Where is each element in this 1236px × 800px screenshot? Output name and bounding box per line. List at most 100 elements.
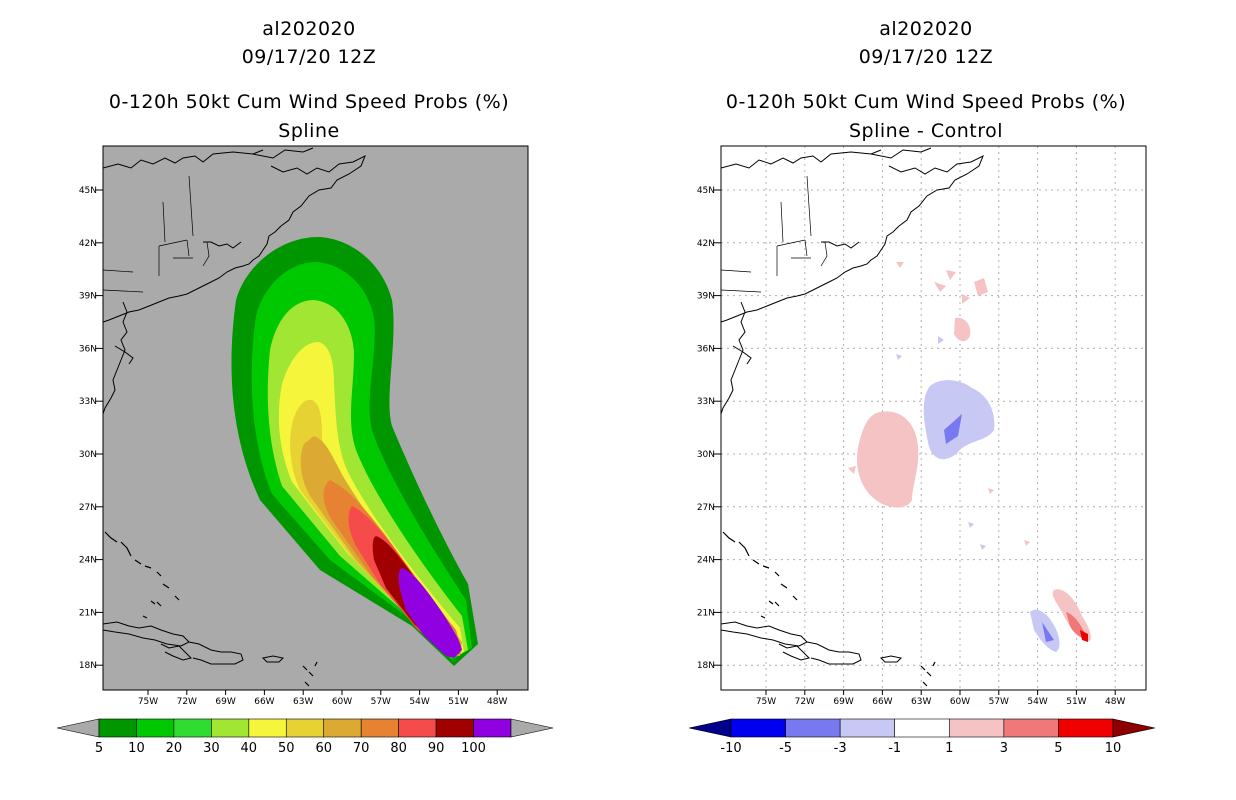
- left-panel-storm-id: al202020: [262, 18, 356, 40]
- colorbar-swatch: [435, 718, 474, 738]
- left-panel-subtitle: Spline: [278, 120, 340, 142]
- colorbar-label: -10: [720, 741, 741, 756]
- lon-label: 51W: [448, 697, 468, 707]
- colorbar-swatch: [948, 718, 1005, 738]
- lat-label: 27N: [697, 503, 715, 513]
- lat-label: 36N: [697, 344, 715, 354]
- right-panel-datetime: 09/17/20 12Z: [858, 46, 994, 68]
- colorbar-swatch: [248, 718, 287, 738]
- lat-label: 42N: [79, 239, 97, 249]
- left-probability-contours: [103, 147, 478, 687]
- lon-label: 66W: [254, 697, 274, 707]
- colorbar-swatch: [1058, 718, 1114, 738]
- colorbar-swatch: [1003, 718, 1059, 738]
- colorbar-label: 100: [461, 741, 486, 756]
- colorbar-left-arrow: [56, 718, 100, 738]
- colorbar-swatch: [894, 718, 950, 738]
- right-panel-product: 0-120h 50kt Cum Wind Speed Probs (%): [725, 91, 1127, 113]
- lat-label: 33N: [697, 397, 715, 407]
- colorbar-label: -5: [779, 741, 792, 756]
- colorbar-label: 90: [428, 741, 445, 756]
- lon-label: 51W: [1066, 697, 1086, 707]
- colorbar-label: 1: [945, 741, 953, 756]
- colorbar-swatch: [785, 718, 841, 738]
- lat-label: 36N: [79, 344, 97, 354]
- lon-label: 69W: [833, 697, 853, 707]
- left-panel-product: 0-120h 50kt Cum Wind Speed Probs (%): [108, 91, 510, 113]
- right-map-frame: [720, 145, 1147, 691]
- colorbar-left-arrow: [688, 718, 732, 738]
- right-panel-subtitle: Spline - Control: [848, 120, 1004, 142]
- right-lat-axis: 45N 42N 39N 36N 33N 30N 27N 24N 21N 18N: [697, 186, 721, 671]
- colorbar-swatch: [136, 718, 175, 738]
- lon-label: 63W: [911, 697, 931, 707]
- lon-label: 75W: [138, 697, 158, 707]
- colorbar-label: 80: [390, 741, 407, 756]
- colorbar-label: 10: [1105, 741, 1122, 756]
- lat-label: 18N: [697, 661, 715, 671]
- left-map: 45N 42N 39N 36N 33N 30N 27N 24N 21N 18N 75W 72W 69W…: [79, 145, 529, 707]
- colorbar-label: 20: [166, 741, 183, 756]
- left-colorbar: 5 10 20 30 40 50 60 70 80 90 100: [56, 718, 554, 756]
- colorbar-label: 50: [278, 741, 295, 756]
- lat-label: 21N: [79, 608, 97, 618]
- colorbar-label: 40: [241, 741, 258, 756]
- lon-label: 57W: [371, 697, 391, 707]
- colorbar-swatch: [360, 718, 399, 738]
- colorbar-swatch: [473, 718, 512, 738]
- lon-label: 75W: [756, 697, 776, 707]
- lon-label: 72W: [177, 697, 197, 707]
- colorbar-label: 5: [1054, 741, 1062, 756]
- colorbar-label: 30: [203, 741, 220, 756]
- colorbar-right-arrow: [1112, 718, 1156, 738]
- right-lon-axis: 75W 72W 69W 66W 63W 60W 57W 54W 51W 48W: [756, 690, 1125, 707]
- right-panel-storm-id: al202020: [879, 18, 973, 40]
- lat-label: 45N: [697, 186, 715, 196]
- lon-label: 72W: [795, 697, 815, 707]
- colorbar-label: 70: [353, 741, 370, 756]
- colorbar-swatch: [398, 718, 437, 738]
- colorbar-swatch: [839, 718, 896, 738]
- lat-label: 30N: [79, 450, 97, 460]
- lat-label: 42N: [697, 239, 715, 249]
- lon-label: 57W: [989, 697, 1009, 707]
- lon-label: 60W: [950, 697, 970, 707]
- right-colorbar: -10 -5 -3 -1 1 3 5 10: [688, 718, 1156, 756]
- left-lon-axis: 75W 72W 69W 66W 63W 60W 57W 54W 51W 48W: [138, 690, 507, 707]
- colorbar-swatch: [323, 718, 362, 738]
- colorbar-label: -1: [888, 741, 901, 756]
- lat-label: 27N: [79, 503, 97, 513]
- lat-label: 33N: [79, 397, 97, 407]
- colorbar-label: 10: [128, 741, 145, 756]
- lat-label: 45N: [79, 186, 97, 196]
- lon-label: 63W: [293, 697, 313, 707]
- colorbar-swatch: [98, 718, 137, 738]
- lat-label: 39N: [697, 292, 715, 302]
- lon-label: 54W: [1027, 697, 1047, 707]
- colorbar-label: 5: [95, 741, 103, 756]
- lon-label: 66W: [872, 697, 892, 707]
- right-map: 45N 42N 39N 36N 33N 30N 27N 24N 21N 18N 75W 72W 69W…: [697, 145, 1147, 707]
- colorbar-right-arrow: [510, 718, 554, 738]
- lat-label: 39N: [79, 292, 97, 302]
- lon-label: 69W: [215, 697, 235, 707]
- left-lat-axis: 45N 42N 39N 36N 33N 30N 27N 24N 21N 18N: [79, 186, 103, 671]
- lon-label: 48W: [1105, 697, 1125, 707]
- colorbar-label: -3: [834, 741, 847, 756]
- left-panel-datetime: 09/17/20 12Z: [241, 46, 377, 68]
- lon-label: 60W: [332, 697, 352, 707]
- colorbar-swatch: [730, 718, 786, 738]
- lon-label: 48W: [487, 697, 507, 707]
- lon-label: 54W: [409, 697, 429, 707]
- colorbar-label: 60: [315, 741, 332, 756]
- lat-label: 30N: [697, 450, 715, 460]
- lat-label: 24N: [79, 556, 97, 566]
- lat-label: 24N: [697, 556, 715, 566]
- left-map-frame: [102, 145, 529, 691]
- lat-label: 21N: [697, 608, 715, 618]
- colorbar-swatch: [211, 718, 250, 738]
- colorbar-label: 3: [1000, 741, 1008, 756]
- colorbar-swatch: [285, 718, 325, 738]
- right-difference-contours: [848, 262, 1091, 652]
